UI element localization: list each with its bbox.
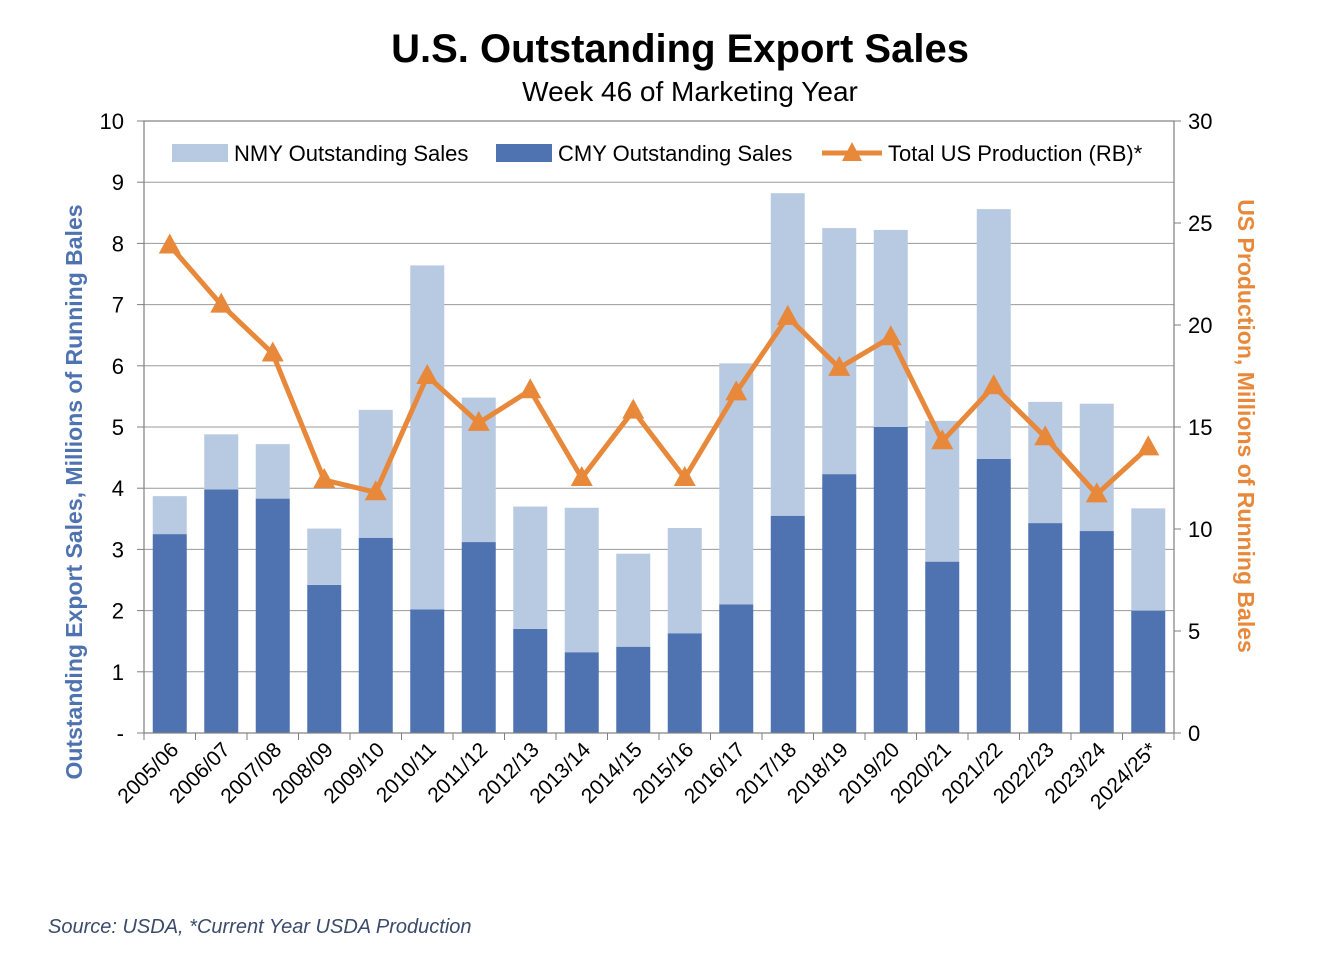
bar-cmy [410,609,445,733]
left-axis-ticks: - 1 2 3 4 5 6 7 8 9 10 [100,109,124,746]
bar-nmy [667,527,702,634]
legend-swatch-nmy [172,144,228,162]
production-point [313,468,336,489]
y2-tick-label: 25 [1188,211,1212,236]
bar-nmy [564,507,599,653]
production-point [261,341,284,362]
y-tick-label: - [117,721,124,746]
bar-nmy [358,409,393,538]
y2-axis-label: US Production, Millions of Running Bales [1233,199,1259,653]
bars [152,193,1166,733]
bar-cmy [255,498,290,733]
bar-cmy [770,515,805,733]
bar-cmy [564,652,599,733]
production-point [210,292,233,313]
chart-title: U.S. Outstanding Export Sales [391,27,969,71]
legend-label-cmy: CMY Outstanding Sales [558,141,792,166]
bar-cmy [925,561,960,733]
y-axis-label: Outstanding Export Sales, Millions of Ru… [61,204,87,779]
y-tick-label: 4 [112,476,124,501]
y-tick-label: 8 [112,231,124,256]
production-point [1085,482,1108,503]
bar-cmy [358,537,393,733]
bar-cmy [461,542,496,733]
bar-nmy [513,506,548,629]
y-tick-label: 10 [100,109,124,134]
y2-tick-label: 5 [1188,619,1200,644]
gridlines [144,120,1174,673]
production-line [158,233,1160,503]
bar-nmy [1131,508,1166,611]
bar-nmy [1028,401,1063,524]
production-point [416,364,439,384]
bar-cmy [307,584,342,733]
bar-cmy [667,633,702,733]
production-point [982,374,1005,395]
bar-cmy [976,458,1011,733]
production-point [570,466,593,486]
production-point [158,233,181,254]
bar-cmy [513,628,548,733]
chart-subtitle: Week 46 of Marketing Year [522,76,858,107]
y-tick-label: 5 [112,415,124,440]
bar-cmy [1079,531,1114,733]
y-tick-label: 6 [112,354,124,379]
legend-swatch-marker [842,142,862,161]
y-tick-label: 3 [112,537,124,562]
y-tick-label: 9 [112,170,124,195]
source-note: Source: USDA, *Current Year USDA Product… [48,916,472,938]
y-tick-label: 2 [112,599,124,624]
bar-cmy [152,534,187,733]
bar-nmy [204,434,239,490]
bar-cmy [1028,523,1063,733]
bar-cmy [822,474,857,733]
bar-nmy [410,265,445,610]
y-tick-label: 7 [112,293,124,318]
bar-nmy [255,444,290,499]
production-point [828,355,851,376]
production-point [725,380,748,401]
bar-cmy [1131,610,1166,733]
production-point [673,466,696,486]
production-point [776,304,799,325]
bar-nmy [976,209,1011,459]
production-point [931,429,954,450]
bar-cmy [616,646,651,733]
legend-label-nmy: NMY Outstanding Sales [234,141,468,166]
production-point [622,398,645,419]
production-point [519,378,542,399]
production-point [364,480,387,501]
production-point [1034,425,1057,446]
right-axis-ticks: 0 5 10 15 20 25 30 [1188,109,1212,746]
y2-tick-label: 20 [1188,313,1212,338]
bar-nmy [616,553,651,647]
bar-cmy [719,604,754,733]
production-series-line [167,243,1150,497]
x-axis-ticks: 2005/062006/072007/082008/092009/102010/… [113,738,1161,814]
legend: NMY Outstanding Sales CMY Outstanding Sa… [172,141,1143,166]
bar-nmy [719,363,754,605]
bar-nmy [770,193,805,516]
y2-tick-label: 10 [1188,517,1212,542]
y2-tick-label: 30 [1188,109,1212,134]
bar-cmy [204,489,239,733]
y-tick-label: 1 [112,660,124,685]
y2-tick-label: 15 [1188,415,1212,440]
legend-swatch-cmy [496,144,552,162]
bar-nmy [822,228,857,475]
production-point [467,410,490,431]
y2-tick-label: 0 [1188,721,1200,746]
bar-nmy [152,496,187,535]
legend-label-production: Total US Production (RB)* [888,141,1143,166]
production-point [879,325,902,346]
production-point [1137,435,1160,456]
plot-frame [137,120,1181,740]
bar-cmy [873,427,908,733]
bar-nmy [307,528,342,585]
bar-nmy [1079,403,1114,532]
